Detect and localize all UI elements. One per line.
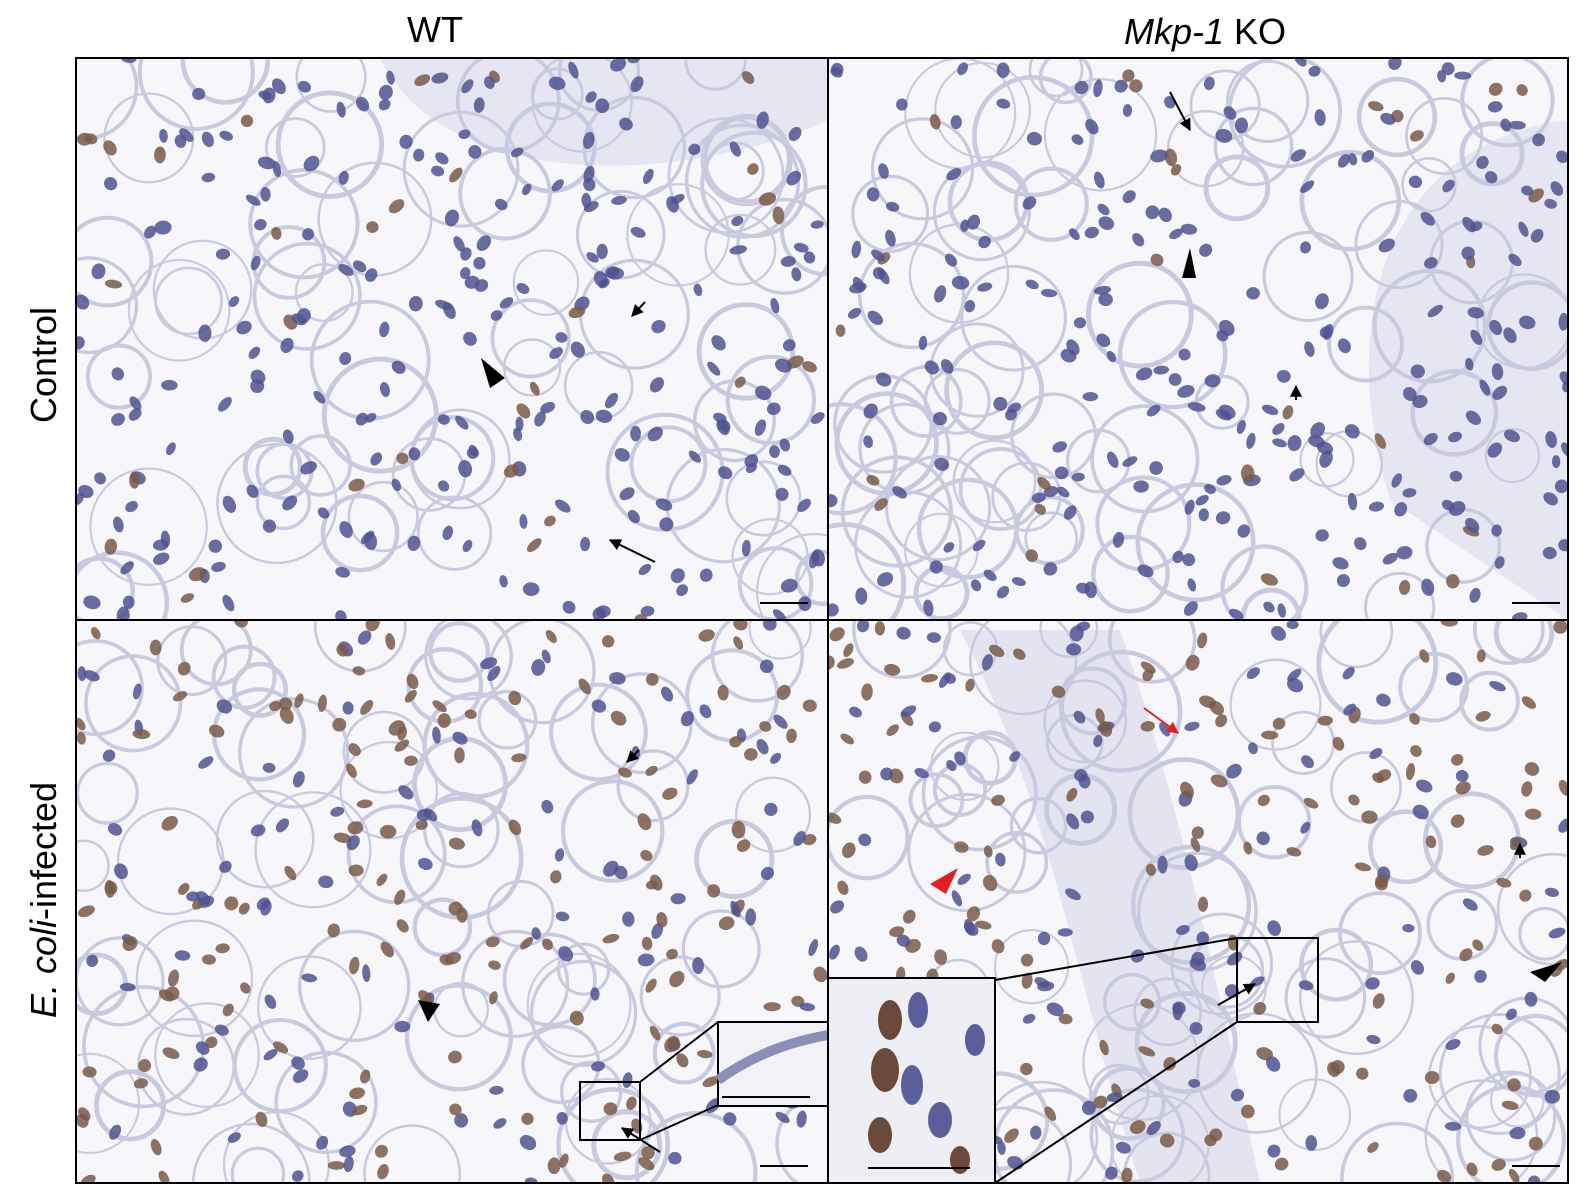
nucleus [1545, 1090, 1560, 1104]
nucleus [1361, 810, 1377, 823]
column-label: WT [407, 9, 463, 50]
nucleus [150, 640, 162, 656]
nucleus [951, 115, 962, 129]
row-label: Control [23, 307, 64, 423]
genotype-suffix: KO [1234, 11, 1286, 52]
nucleus [745, 908, 756, 925]
column-label: Mkp-1KO [1124, 11, 1286, 52]
nucleus [875, 621, 885, 636]
nucleus [1133, 480, 1149, 492]
row-label: E. coli-infected [23, 782, 64, 1018]
nucleus [630, 426, 641, 442]
figure: WT Mkp-1KO Control E. coli-infected [0, 0, 1596, 1203]
species-name: E. coli [23, 919, 64, 1018]
nucleus [1198, 897, 1208, 912]
condition-suffix: -infected [23, 782, 64, 920]
nucleus [1055, 466, 1069, 479]
gene-name: Mkp-1 [1124, 11, 1224, 52]
nucleus [198, 324, 211, 341]
nucleus [366, 221, 378, 233]
